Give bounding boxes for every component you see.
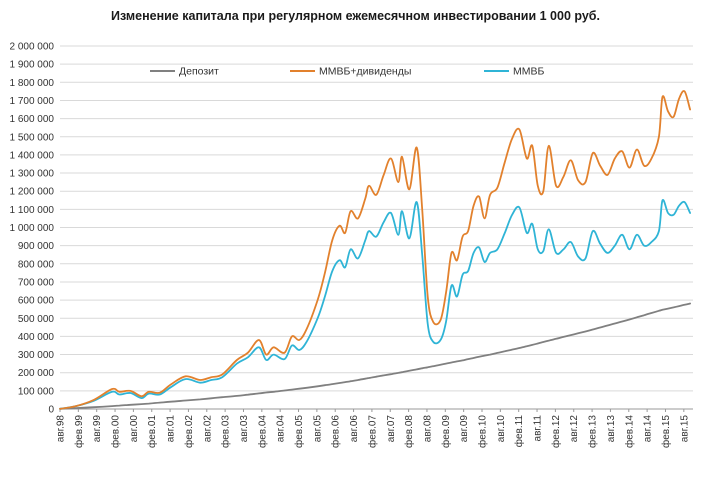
x-tick-label: авг.14 bbox=[643, 415, 654, 443]
y-tick-label: 800 000 bbox=[18, 259, 55, 270]
y-tick-label: 1 700 000 bbox=[10, 96, 55, 107]
series-line-2 bbox=[59, 198, 691, 410]
y-tick-label: 0 bbox=[48, 405, 54, 416]
y-tick-label: 1 600 000 bbox=[10, 114, 55, 125]
x-tick-label: фев.00 bbox=[110, 415, 122, 448]
x-tick-label: авг.98 bbox=[56, 415, 67, 443]
x-tick-label: авг.01 bbox=[166, 415, 177, 443]
x-tick-label: фев.02 bbox=[183, 415, 195, 448]
x-tick-label: фев.13 bbox=[587, 415, 599, 448]
y-tick-label: 1 000 000 bbox=[10, 223, 55, 234]
x-tick-label: фев.11 bbox=[513, 415, 525, 448]
x-tick-label: фев.12 bbox=[550, 415, 562, 448]
x-tick-label: фев.03 bbox=[220, 415, 232, 448]
series-lines bbox=[59, 90, 691, 410]
y-tick-label: 100 000 bbox=[18, 386, 55, 397]
y-tick-label: 500 000 bbox=[18, 314, 55, 325]
x-tick-label: фев.10 bbox=[477, 415, 489, 448]
series-line-1 bbox=[59, 90, 691, 410]
x-tick-label: авг.09 bbox=[459, 415, 470, 443]
x-tick-label: авг.05 bbox=[312, 415, 323, 443]
gridlines bbox=[60, 45, 693, 410]
y-tick-label: 1 500 000 bbox=[10, 132, 55, 143]
x-tick-label: авг.07 bbox=[386, 415, 397, 443]
y-tick-label: 1 900 000 bbox=[10, 60, 55, 71]
x-tick-label: фев.04 bbox=[256, 415, 268, 448]
x-tick-label: фев.14 bbox=[623, 415, 635, 448]
x-tick-label: авг.06 bbox=[349, 415, 360, 443]
x-tick-label: авг.00 bbox=[129, 415, 140, 443]
x-tick-label: авг.02 bbox=[202, 415, 213, 443]
x-tick-label: авг.04 bbox=[276, 415, 287, 443]
legend: Депозит ММВБ+дивиденды ММВБ bbox=[150, 66, 544, 78]
y-tick-label: 300 000 bbox=[18, 350, 55, 361]
legend-label: ММВБ+дивиденды bbox=[319, 66, 411, 78]
x-tick-label: авг.13 bbox=[606, 415, 617, 443]
y-tick-label: 1 100 000 bbox=[10, 205, 55, 216]
y-tick-label: 900 000 bbox=[18, 241, 55, 252]
y-axis-ticks: 0 100 000 200 000 300 000 400 000 500 000 600 … bbox=[10, 42, 55, 416]
x-tick-label: авг.15 bbox=[679, 415, 690, 443]
x-tick-label: фев.05 bbox=[293, 415, 305, 448]
chart-title: Изменение капитала при регулярном ежемес… bbox=[110, 9, 600, 23]
x-tick-label: авг.99 bbox=[92, 415, 103, 443]
y-tick-label: 1 400 000 bbox=[10, 150, 55, 161]
legend-label: Депозит bbox=[179, 66, 219, 78]
x-tick-label: фев.08 bbox=[403, 415, 415, 448]
x-tick-label: авг.11 bbox=[533, 415, 544, 442]
x-tick-label: фев.07 bbox=[366, 415, 378, 448]
x-tick-label: фев.09 bbox=[440, 415, 452, 448]
y-tick-label: 400 000 bbox=[18, 332, 55, 343]
y-tick-label: 1 800 000 bbox=[10, 78, 55, 89]
y-tick-label: 1 300 000 bbox=[10, 169, 55, 180]
y-tick-label: 1 200 000 bbox=[10, 187, 55, 198]
x-tick-label: авг.10 bbox=[496, 415, 507, 443]
x-tick-label: авг.03 bbox=[239, 415, 250, 443]
x-tick-label: авг.08 bbox=[422, 415, 433, 443]
x-tick-label: фев.99 bbox=[73, 415, 85, 448]
x-tick-label: фев.06 bbox=[330, 415, 342, 448]
legend-label: ММВБ bbox=[513, 66, 544, 78]
y-tick-label: 700 000 bbox=[18, 277, 55, 288]
y-tick-label: 200 000 bbox=[18, 368, 55, 379]
y-tick-label: 2 000 000 bbox=[10, 42, 55, 53]
series-line-0 bbox=[59, 302, 691, 410]
x-tick-label: фев.01 bbox=[146, 415, 158, 448]
y-tick-label: 600 000 bbox=[18, 296, 55, 307]
x-tick-label: фев.15 bbox=[660, 415, 672, 448]
x-tick-label: авг.12 bbox=[569, 415, 580, 443]
x-axis-ticks: авг.98 фев.99 авг.99 фев.00 авг.00 фев.01 авг.… bbox=[56, 409, 690, 448]
